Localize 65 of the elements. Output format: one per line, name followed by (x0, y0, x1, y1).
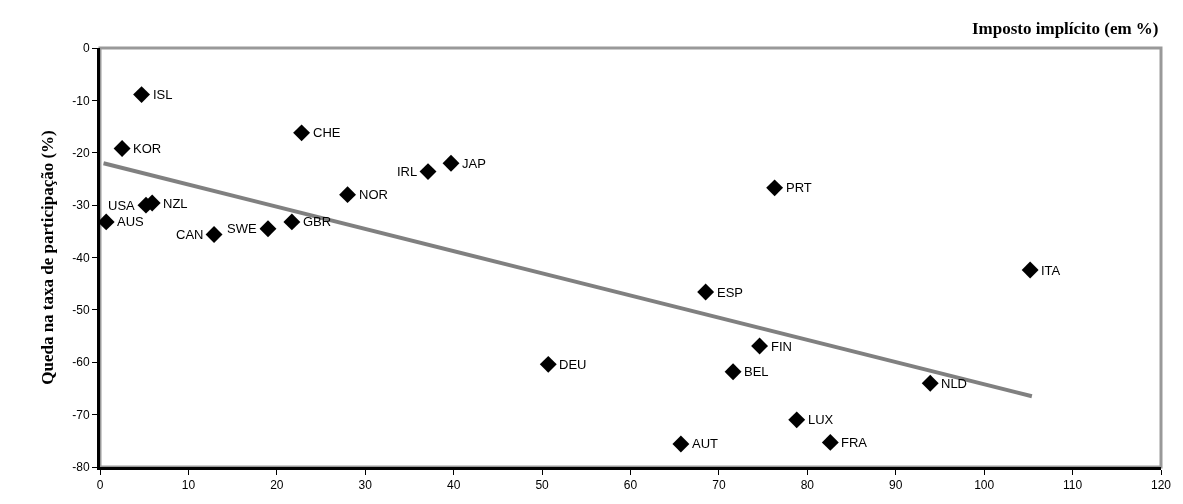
annotation: NZL (163, 196, 188, 211)
annotation: PRT (786, 180, 812, 195)
annotation: ESP (717, 285, 744, 300)
x-tick-label: 30 (358, 478, 373, 493)
annotation: USA (108, 198, 136, 213)
annotation: KOR (133, 141, 162, 156)
annotation: ISL (153, 87, 173, 102)
x-tick-label: 0 (96, 478, 104, 493)
point (283, 213, 301, 231)
annotation: NOR (359, 187, 388, 202)
annotation: GBR (303, 214, 332, 229)
point (766, 179, 784, 197)
point (339, 186, 357, 204)
point (821, 433, 839, 451)
y-tick-label: -10 (72, 93, 90, 108)
y-tick-label: -80 (72, 460, 90, 475)
annotation: LUX (808, 412, 834, 427)
point (697, 283, 715, 301)
y-tick-label: -50 (72, 303, 90, 318)
point (259, 220, 277, 238)
x-tick-label: 10 (181, 478, 196, 493)
point (442, 154, 460, 172)
y-tick-label: -30 (72, 198, 90, 213)
point (921, 374, 939, 392)
annotation: DEU (559, 357, 587, 372)
point (113, 140, 131, 158)
x-tick-label: 100 (974, 478, 995, 493)
y-tick-label: -20 (72, 145, 90, 160)
x-tick-label: 70 (712, 478, 726, 493)
x-tick-label: 50 (535, 478, 550, 493)
annotation: NLD (941, 376, 968, 391)
y-tick-label: -70 (72, 407, 90, 422)
y-axis-title: Queda na taxa de participação (%) (37, 130, 57, 385)
annotation: CAN (176, 227, 204, 242)
point (419, 163, 437, 181)
x-tick-label: 120 (1150, 478, 1172, 493)
y-tick-label: 0 (82, 41, 90, 56)
y-tick-label: -60 (72, 355, 90, 370)
x-tick-label: 40 (446, 478, 461, 493)
x-tick-label: 60 (623, 478, 638, 493)
point (724, 363, 742, 381)
annotation: BEL (744, 364, 769, 379)
annotation: SWE (227, 221, 257, 236)
annotation: FRA (841, 435, 868, 450)
annotation: JAP (462, 156, 486, 171)
point (672, 435, 690, 453)
point (293, 124, 311, 142)
annotation: AUT (692, 436, 719, 451)
annotation: ITA (1041, 263, 1061, 278)
annotation: IRL (397, 164, 418, 179)
point (539, 355, 557, 373)
annotation: AUS (117, 214, 145, 229)
annotation: CHE (313, 125, 341, 140)
point (788, 411, 806, 429)
x-tick-label: 90 (889, 478, 903, 493)
annotation: FIN (771, 339, 792, 354)
point (751, 337, 769, 355)
x-tick-label: 80 (800, 478, 815, 493)
y-tick-label: -40 (72, 250, 90, 265)
x-tick-label: 110 (1063, 478, 1083, 493)
point (1021, 261, 1039, 279)
x-tick-label: 20 (270, 478, 284, 493)
point (133, 86, 151, 104)
x-axis-title: Imposto implícito (em %) (972, 19, 1159, 38)
point (205, 226, 223, 243)
